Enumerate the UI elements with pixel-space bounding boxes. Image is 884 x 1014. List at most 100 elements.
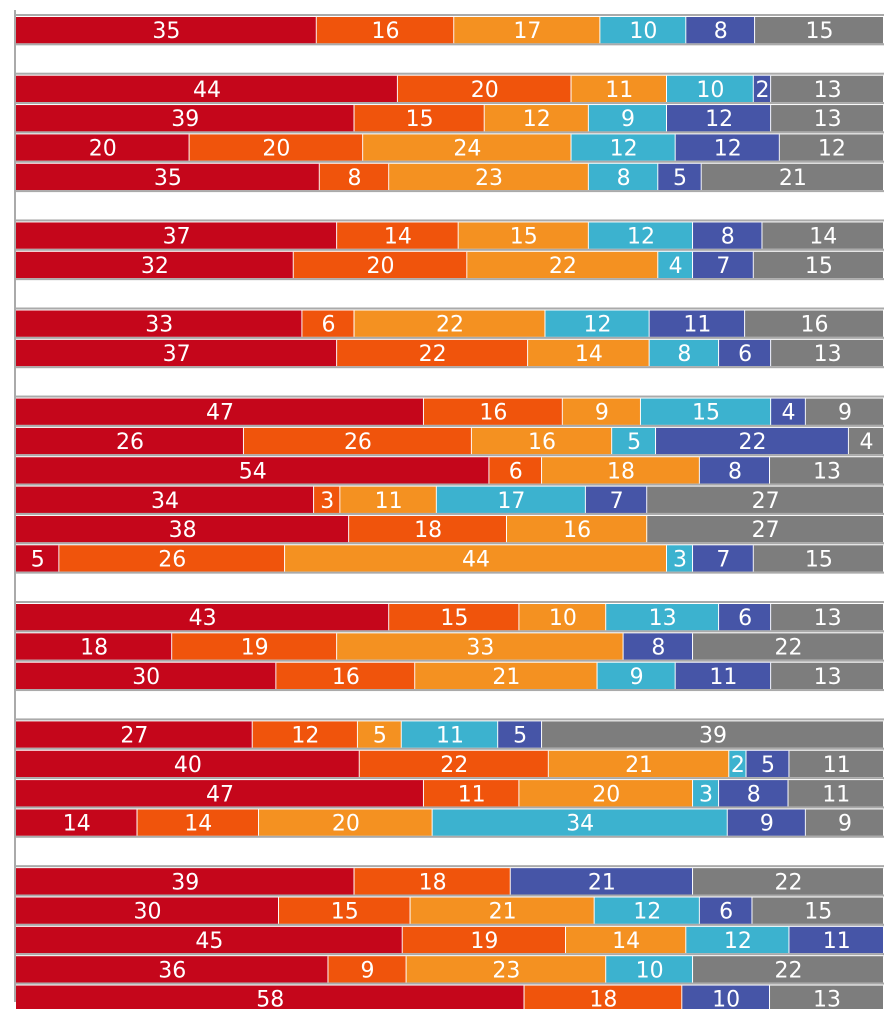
bar-segment <box>770 457 884 484</box>
bar-value-label: 6 <box>719 900 733 925</box>
segment-divider <box>761 222 763 249</box>
bar-value-label: 27 <box>752 489 780 514</box>
bar-value-label: 20 <box>332 812 360 837</box>
bar-value-label: 13 <box>649 606 677 631</box>
segment-divider <box>770 75 772 103</box>
bar-segment <box>357 721 402 748</box>
bar-segment <box>16 457 490 484</box>
segment-divider <box>587 163 589 191</box>
bar-value-label: 12 <box>714 137 742 162</box>
bar-value-label: 18 <box>607 459 635 484</box>
bar-segment <box>771 398 806 425</box>
bar-value-label: 17 <box>497 489 525 514</box>
bar-value-label: 19 <box>241 636 269 661</box>
bar-value-label: 16 <box>801 313 829 338</box>
bar-value-label: 8 <box>728 459 742 484</box>
bar-value-label: 13 <box>814 107 842 132</box>
bar-segment <box>693 780 720 807</box>
segment-divider <box>692 545 694 572</box>
bar-segment <box>675 662 772 690</box>
bar-value-label: 11 <box>436 724 464 749</box>
row-separator <box>16 747 884 750</box>
bar-segment <box>16 310 303 337</box>
bar-row: 47 11 20 3 8 11 <box>16 780 884 807</box>
bar-value-label: 6 <box>509 459 523 484</box>
bar-value-label: 39 <box>699 724 727 749</box>
bar-segment <box>16 662 277 690</box>
row-separator <box>16 601 884 603</box>
segment-divider <box>388 604 390 631</box>
bar-value-label: 13 <box>814 342 842 367</box>
bar-segment <box>359 750 549 778</box>
bar-value-label: 8 <box>721 225 735 250</box>
segment-divider <box>639 398 641 425</box>
bar-segment <box>16 251 294 279</box>
bar-row: 33 6 22 12 11 16 <box>16 310 884 338</box>
bar-segment <box>588 163 659 191</box>
bar-segment <box>542 457 700 484</box>
bar-value-label: 11 <box>709 665 737 690</box>
segment-divider <box>596 662 598 690</box>
bar-value-label: 9 <box>621 107 635 132</box>
segment-divider <box>681 985 683 1012</box>
bar-segment <box>406 956 607 983</box>
bar-segment <box>623 633 694 660</box>
bar-value-label: 12 <box>818 137 846 162</box>
segment-divider <box>488 457 490 484</box>
segment-divider <box>657 251 659 279</box>
bar-segment <box>779 134 884 161</box>
bar-row: 32 20 22 4 7 15 <box>16 251 884 279</box>
bar-row: 47 16 9 15 4 9 <box>16 398 884 426</box>
bar-segment <box>600 17 687 44</box>
bar-segment <box>16 75 398 103</box>
bar-value-label: 27 <box>120 724 148 749</box>
segment-divider <box>804 398 806 425</box>
bar-segment <box>771 105 884 132</box>
segment-divider <box>770 105 772 132</box>
bar-value-label: 4 <box>782 401 796 426</box>
segment-divider <box>258 809 260 836</box>
bar-value-label: 10 <box>549 606 577 631</box>
segment-divider <box>666 105 667 132</box>
bar-value-label: 18 <box>414 518 442 543</box>
segment-divider <box>646 486 648 513</box>
bar-value-label: 21 <box>489 900 517 925</box>
row-separator <box>16 483 884 486</box>
bar-segment <box>762 222 884 249</box>
row-separator <box>16 894 884 897</box>
segment-divider <box>692 868 694 895</box>
bar-value-label: 44 <box>193 78 221 103</box>
bar-segment <box>647 486 884 513</box>
bar-segment <box>337 222 459 249</box>
bar-row: 37 14 15 12 8 14 <box>16 222 884 250</box>
bar-value-label: 37 <box>163 342 191 367</box>
bar-value-label: 15 <box>806 19 834 44</box>
segment-divider <box>752 545 754 572</box>
bar-segment <box>506 515 648 543</box>
bar-segment <box>562 398 641 425</box>
bar-row: 30 15 21 12 6 15 <box>16 897 884 925</box>
segment-divider <box>674 134 676 161</box>
bar-value-label: 12 <box>633 900 661 925</box>
segment-divider <box>584 486 586 513</box>
segment-divider <box>718 604 720 631</box>
row-separator <box>16 72 884 75</box>
bar-segment <box>471 427 613 455</box>
bar-value-label: 16 <box>479 401 507 426</box>
bar-segment <box>340 486 437 513</box>
bar-value-label: 6 <box>321 313 335 338</box>
bar-value-label: 33 <box>466 636 494 661</box>
bar-segment <box>719 339 772 367</box>
bar-segment <box>640 398 772 425</box>
row-separator <box>16 777 884 780</box>
segment-divider <box>788 750 790 778</box>
segment-divider <box>518 604 520 631</box>
bar-value-label: 14 <box>184 812 212 837</box>
bar-value-label: 9 <box>838 401 852 426</box>
bar-value-label: 20 <box>89 137 117 162</box>
bar-segment <box>727 809 806 836</box>
bar-segment <box>489 457 543 484</box>
bar-value-label: 13 <box>814 78 842 103</box>
bar-value-label: 12 <box>627 225 655 250</box>
bar-segment <box>252 721 358 748</box>
